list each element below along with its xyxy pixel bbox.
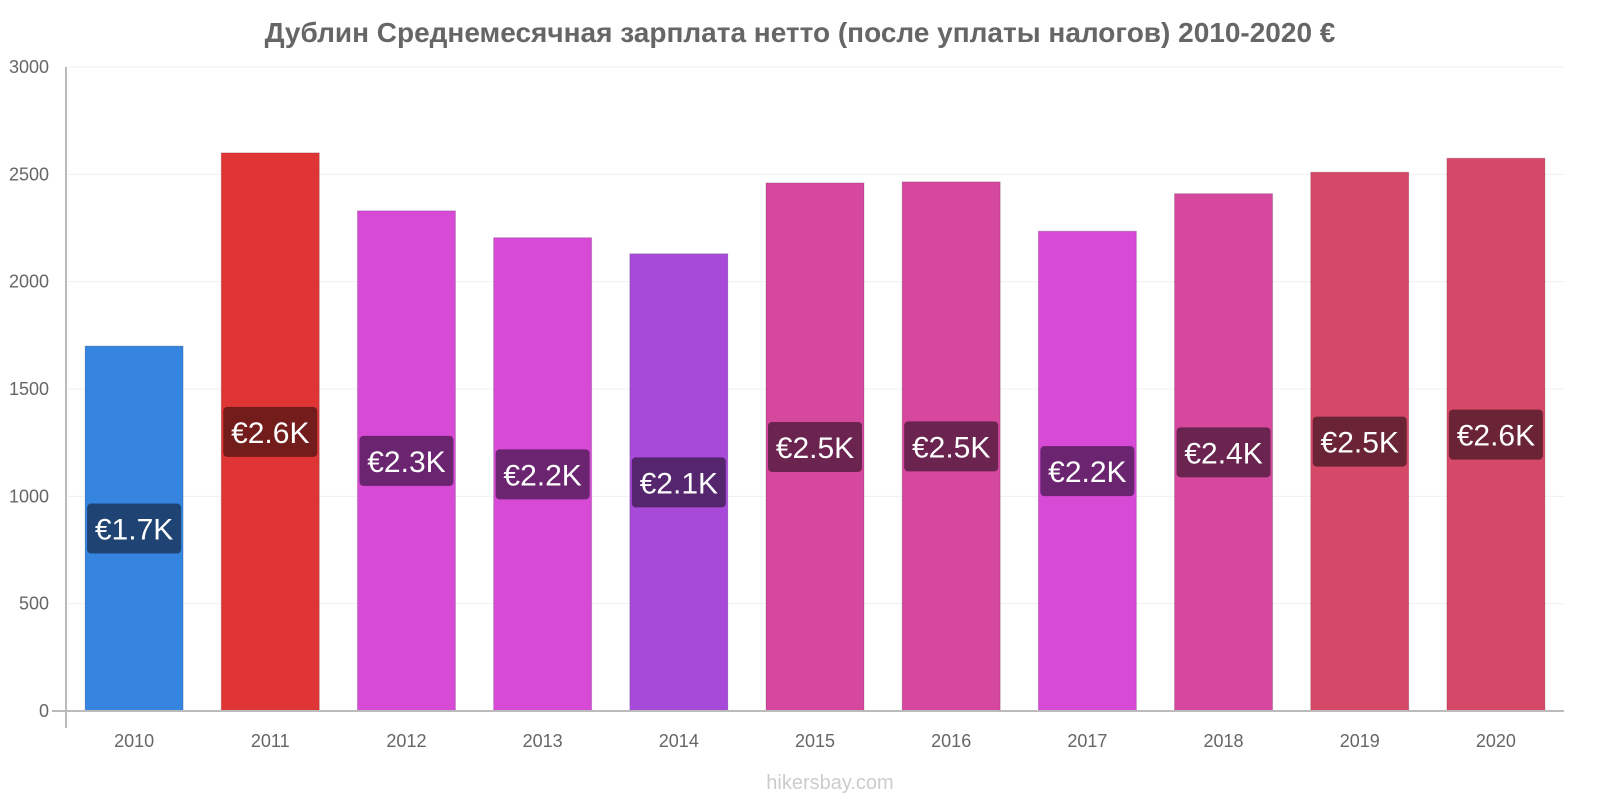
y-tick-label: 3000 bbox=[9, 57, 49, 77]
data-label-bg bbox=[904, 421, 999, 472]
data-label: €2.2K bbox=[1048, 456, 1126, 489]
footer-watermark: hikersbay.com bbox=[766, 772, 893, 794]
data-label-bg bbox=[631, 457, 726, 508]
data-label: €2.5K bbox=[1321, 427, 1399, 460]
data-label-bg bbox=[359, 435, 454, 486]
data-label: €1.7K bbox=[95, 514, 173, 547]
data-label: €2.2K bbox=[503, 459, 581, 492]
data-label-bg bbox=[1176, 427, 1271, 478]
data-label-bg bbox=[223, 406, 318, 457]
x-tick-label: 2016 bbox=[931, 731, 971, 751]
x-axis: 2010 2011 2012 2013 2014 2015 2016 2017 2018 2019… bbox=[52, 710, 1564, 751]
x-tick-label: 2019 bbox=[1340, 731, 1380, 751]
y-tick-label: 2000 bbox=[9, 272, 49, 292]
data-label-bg bbox=[87, 503, 182, 554]
data-labels: €1.7K €2.6K €2.3K €2.2K €2.1K €2.5K €2.5K €2.2K… bbox=[87, 406, 1543, 554]
x-tick-label: 2018 bbox=[1204, 731, 1244, 751]
data-label: €2.5K bbox=[912, 431, 990, 464]
x-tick-label: 2020 bbox=[1476, 731, 1516, 751]
x-tick-label: 2010 bbox=[114, 731, 154, 751]
y-tick-label: 500 bbox=[19, 594, 49, 614]
data-label: €2.5K bbox=[776, 432, 854, 465]
data-label-bg bbox=[768, 421, 862, 472]
data-label-bg bbox=[495, 449, 590, 500]
y-axis: 0 500 1000 1500 2000 2500 3000 bbox=[9, 57, 67, 728]
y-tick-label: 1500 bbox=[9, 379, 49, 399]
data-label: €2.6K bbox=[231, 417, 309, 450]
data-label-bg bbox=[1040, 446, 1135, 497]
data-label-bg bbox=[1312, 416, 1407, 467]
y-tick-label: 0 bbox=[39, 701, 49, 721]
y-tick-label: 1000 bbox=[9, 486, 49, 506]
data-label-bg bbox=[1448, 409, 1543, 460]
x-tick-label: 2011 bbox=[251, 731, 290, 751]
y-tick-label: 2500 bbox=[9, 164, 49, 184]
x-tick-label: 2012 bbox=[386, 731, 426, 751]
x-tick-label: 2015 bbox=[795, 731, 835, 751]
x-tick-label: 2014 bbox=[659, 731, 699, 751]
data-label: €2.6K bbox=[1457, 420, 1535, 453]
data-label: €2.1K bbox=[640, 467, 718, 500]
x-tick-label: 2017 bbox=[1067, 731, 1107, 751]
data-label: €2.3K bbox=[367, 446, 445, 479]
chart-title: Дублин Среднемесячная зарплата нетто (по… bbox=[265, 17, 1336, 48]
x-tick-label: 2013 bbox=[523, 731, 563, 751]
data-label: €2.4K bbox=[1184, 437, 1262, 470]
